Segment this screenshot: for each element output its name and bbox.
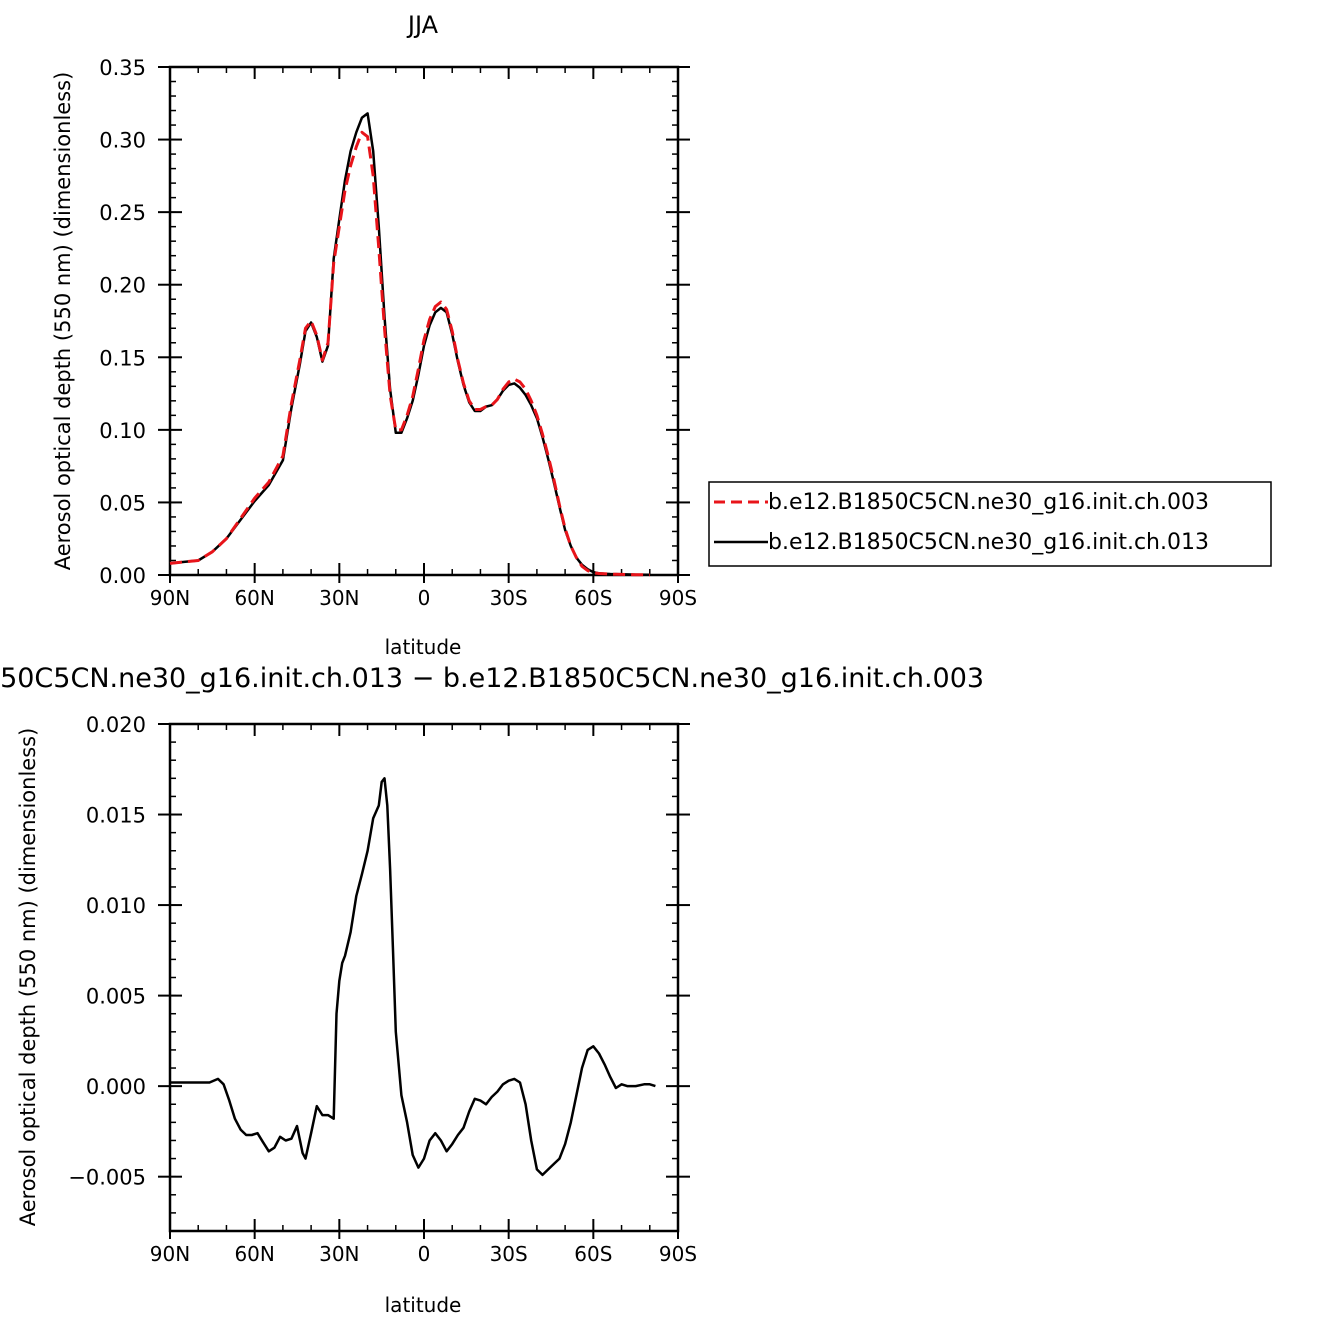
x-tick-label: 90N — [150, 1242, 190, 1266]
series-line-0-0 — [169, 130, 650, 577]
y-tick-label: 0.15 — [99, 346, 146, 370]
x-tick-label: 30N — [319, 1242, 359, 1266]
y-tick-label: 0.35 — [99, 56, 146, 80]
x-tick-label: 60S — [574, 586, 612, 610]
y-tick-label: 0.25 — [99, 201, 146, 225]
plot-frame — [168, 65, 680, 577]
x-tick-label: 0 — [418, 586, 431, 610]
top-axes: 90N 60N 30N 0 30S 60S 90S 0.00 0.05 0.10 0.15 0.20 0… — [99, 56, 697, 610]
bottom-y-axis-label: Aerosol optical depth (550 nm) (dimensio… — [16, 728, 40, 1227]
bottom-panel: b.e12.B1850C5CN.ne30_g16.init.ch.013 − b… — [0, 663, 984, 1317]
y-tick-label: 0.010 — [86, 894, 146, 918]
legend: b.e12.B1850C5CN.ne30_g16.init.ch.003 b.e… — [708, 481, 1272, 567]
legend-box — [708, 481, 1272, 567]
y-tick-label: 0.00 — [99, 564, 146, 588]
y-tick-label: 0.05 — [99, 491, 146, 515]
y-tick-label: 0.30 — [99, 129, 146, 153]
series-line-0-1 — [169, 112, 650, 576]
bottom-chart-title: b.e12.B1850C5CN.ne30_g16.init.ch.013 − b… — [0, 663, 984, 694]
y-tick-label: 0.000 — [86, 1075, 146, 1099]
y-tick-label: −0.005 — [68, 1166, 146, 1190]
x-tick-label: 60N — [234, 586, 274, 610]
x-tick-label: 90S — [659, 586, 697, 610]
y-tick-label: 0.10 — [99, 419, 146, 443]
top-y-axis-label: Aerosol optical depth (550 nm) (dimensio… — [51, 72, 75, 571]
x-tick-label: 0 — [418, 1242, 431, 1266]
top-x-axis-label: latitude — [385, 635, 462, 659]
y-tick-label: 0.015 — [86, 804, 146, 828]
y-tick-label: 0.020 — [86, 713, 146, 737]
series-line-1-0 — [170, 777, 656, 1177]
bottom-x-axis-label: latitude — [385, 1293, 462, 1317]
x-tick-label: 30S — [490, 586, 528, 610]
top-panel: JJA 90N 60N 30N 0 30S 60S 90S 0.00 0.05 0.10 0.15 0… — [51, 11, 1272, 659]
x-tick-label: 60S — [574, 1242, 612, 1266]
x-tick-label: 30S — [490, 1242, 528, 1266]
y-tick-label: 0.20 — [99, 274, 146, 298]
x-tick-label: 90S — [659, 1242, 697, 1266]
top-chart-title: JJA — [406, 11, 439, 39]
legend-label-003: b.e12.B1850C5CN.ne30_g16.init.ch.003 — [768, 490, 1209, 515]
x-tick-label: 90N — [150, 586, 190, 610]
bottom-axes: 90N 60N 30N 0 30S 60S 90S −0.005 0.000 0.005 0.010… — [68, 713, 697, 1266]
bottom-series — [170, 777, 656, 1177]
legend-label-013: b.e12.B1850C5CN.ne30_g16.init.ch.013 — [768, 530, 1209, 555]
top-series — [169, 112, 650, 577]
y-tick-label: 0.005 — [86, 985, 146, 1009]
x-tick-label: 60N — [234, 1242, 274, 1266]
x-tick-label: 30N — [319, 586, 359, 610]
